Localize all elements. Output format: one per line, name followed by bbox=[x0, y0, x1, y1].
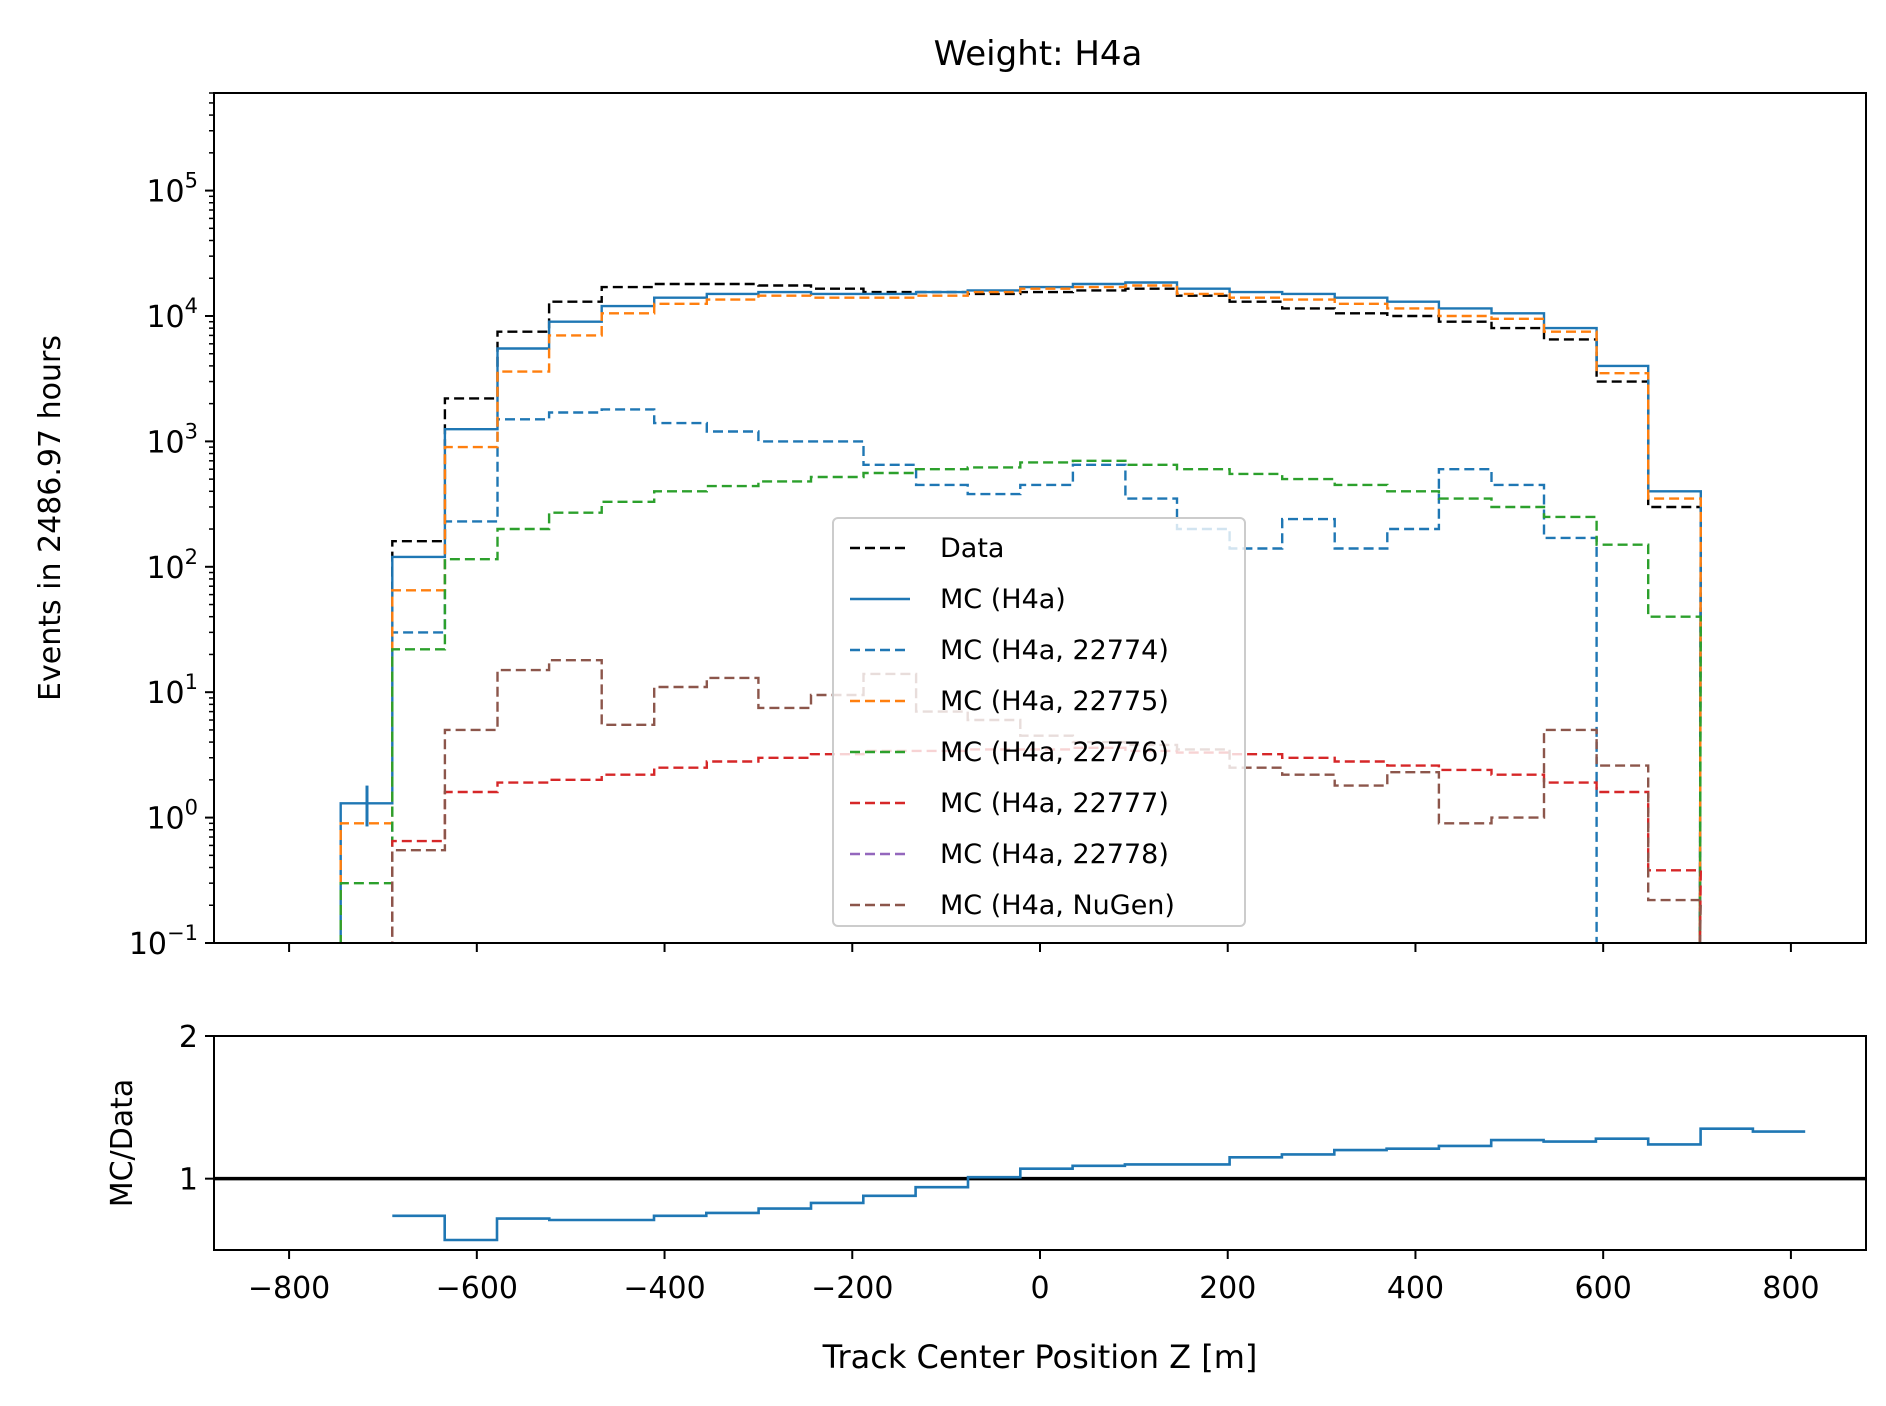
y-tick-label: 102 bbox=[146, 545, 198, 586]
ratio-x-axis-ticks: −800 −600 −400 −200 0 200 400 600 800 bbox=[248, 1250, 1820, 1306]
legend-label: MC (H4a, 22778) bbox=[940, 839, 1169, 870]
series-line bbox=[339, 284, 1703, 943]
x-tick-label: 200 bbox=[1199, 1271, 1256, 1306]
legend-label: MC (H4a, 22776) bbox=[940, 737, 1169, 768]
x-tick-label: 400 bbox=[1387, 1271, 1444, 1306]
legend-label: MC (H4a, NuGen) bbox=[940, 890, 1175, 921]
series-line bbox=[339, 281, 1703, 943]
series-line bbox=[391, 408, 1598, 943]
x-tick-label: −800 bbox=[248, 1271, 330, 1306]
upper-y-axis-ticks: 10−1 100 101 102 103 104 105 bbox=[129, 92, 214, 962]
chart-title: Weight: H4a bbox=[934, 34, 1143, 74]
x-tick-label: 600 bbox=[1575, 1271, 1632, 1306]
legend-label: MC (H4a, 22774) bbox=[940, 635, 1169, 666]
y-tick-label: 101 bbox=[146, 670, 198, 711]
x-tick-label: 800 bbox=[1762, 1271, 1819, 1306]
legend: Data MC (H4a) MC (H4a, 22774) MC (H4a, 2277… bbox=[832, 517, 1246, 927]
x-tick-label: −400 bbox=[623, 1271, 705, 1306]
y-tick-label: 104 bbox=[146, 294, 198, 335]
ratio-series-group bbox=[214, 1127, 1866, 1242]
series-line bbox=[391, 282, 1703, 943]
y-tick-label: 10−1 bbox=[129, 921, 198, 962]
x-tick-label: 0 bbox=[1030, 1271, 1049, 1306]
legend-label: Data bbox=[940, 533, 1004, 564]
ratio-y-tick-label: 1 bbox=[179, 1163, 198, 1198]
y-tick-label: 103 bbox=[146, 419, 198, 460]
x-tick-label: −200 bbox=[811, 1271, 893, 1306]
legend-box bbox=[832, 517, 1246, 927]
ratio-series-line bbox=[392, 1127, 1806, 1242]
ratio-y-axis-ticks: 12 bbox=[179, 1020, 214, 1198]
x-tick-label: −600 bbox=[436, 1271, 518, 1306]
ratio-plot-frame bbox=[213, 1035, 1867, 1251]
y-tick-label: 105 bbox=[146, 169, 198, 210]
legend-items: Data MC (H4a) MC (H4a, 22774) MC (H4a, 2277… bbox=[850, 533, 1175, 921]
upper-y-axis-label: Events in 2486.97 hours bbox=[33, 335, 68, 701]
legend-label: MC (H4a, 22775) bbox=[940, 686, 1169, 717]
ratio-y-tick-label: 2 bbox=[179, 1020, 198, 1055]
legend-label: MC (H4a) bbox=[940, 584, 1066, 615]
upper-plot: 10−1 100 101 102 103 104 105 Events in 2486.97… bbox=[33, 92, 1867, 962]
x-axis-label: Track Center Position Z [m] bbox=[822, 1338, 1258, 1376]
series-line bbox=[339, 459, 1703, 943]
upper-x-axis-ticks bbox=[288, 943, 1792, 952]
y-tick-label: 100 bbox=[146, 796, 198, 837]
ratio-plot: 12 −800 −600 −400 −200 0 200 400 600 800 MC/Data… bbox=[105, 1020, 1867, 1376]
ratio-y-axis-label: MC/Data bbox=[105, 1079, 140, 1208]
series-line bbox=[391, 746, 1703, 943]
legend-label: MC (H4a, 22777) bbox=[940, 788, 1169, 819]
